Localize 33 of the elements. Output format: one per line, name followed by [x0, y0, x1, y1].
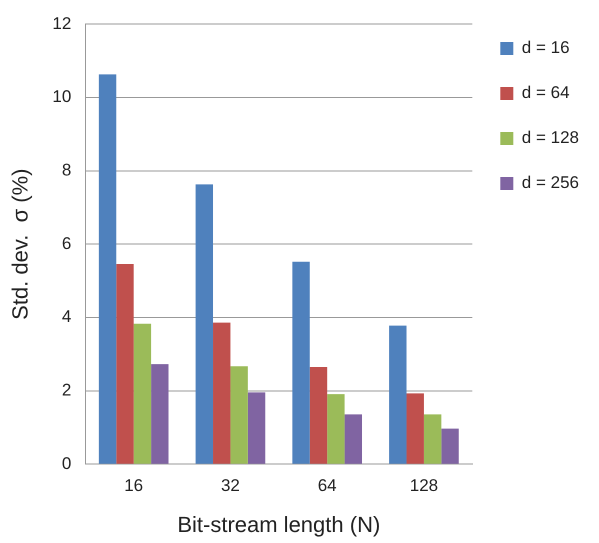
bar [424, 414, 442, 464]
x-tick-label: 128 [410, 476, 438, 496]
bar [441, 428, 459, 464]
bar [151, 364, 169, 464]
bar [327, 394, 345, 464]
bar [134, 324, 152, 464]
y-tick-label: 10 [52, 87, 72, 106]
legend-label: d = 128 [522, 128, 580, 148]
bar [196, 184, 214, 464]
bar [116, 264, 134, 464]
y-tick-label: 2 [62, 380, 72, 400]
x-tick-label: 64 [318, 476, 337, 496]
bar [248, 392, 266, 464]
bar [292, 262, 310, 464]
y-axis-title: Std. dev. σ (%) [7, 168, 32, 320]
y-tick-label: 12 [52, 14, 72, 33]
legend-label: d = 256 [522, 173, 580, 192]
x-axis-title: Bit-stream length (N) [177, 512, 380, 537]
bar [389, 326, 407, 464]
x-tick-label: 32 [220, 476, 240, 496]
bar [230, 366, 248, 464]
bar [310, 367, 328, 464]
legend-label: d = 64 [522, 83, 570, 102]
y-tick-label: 8 [62, 160, 72, 180]
bar [98, 74, 116, 464]
y-tick-label: 6 [62, 234, 72, 253]
legend-label: d = 16 [522, 38, 570, 58]
y-tick-label: 0 [62, 454, 72, 473]
x-tick-label: 16 [124, 476, 144, 496]
bar [213, 322, 230, 464]
bar [344, 414, 362, 464]
bar [406, 393, 424, 464]
y-tick-label: 4 [62, 307, 72, 326]
